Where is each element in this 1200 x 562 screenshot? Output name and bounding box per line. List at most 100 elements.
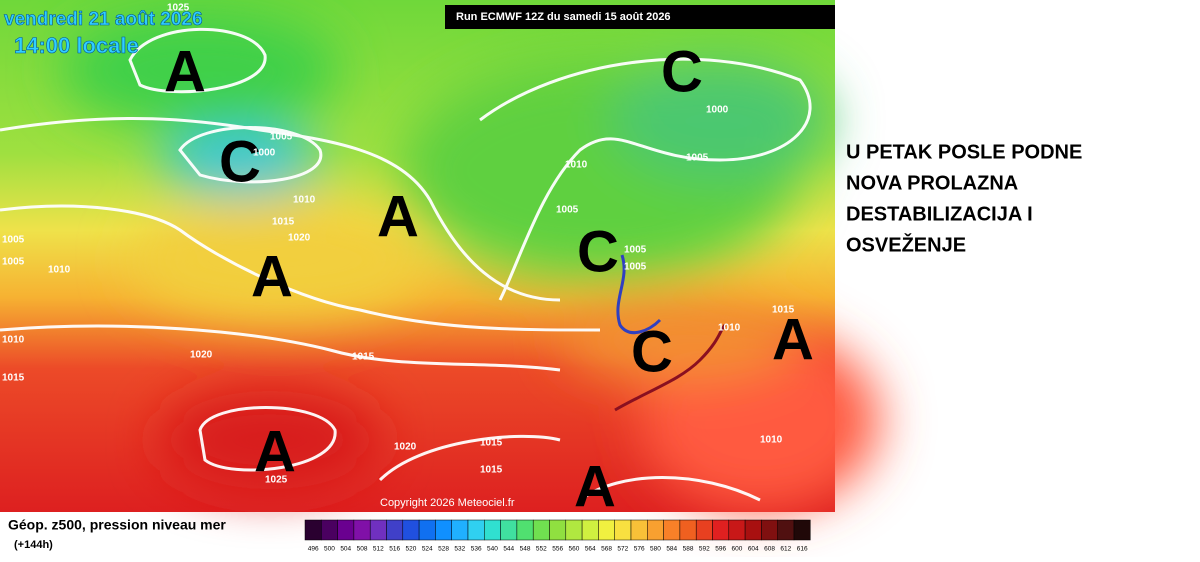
- isobar-label: 1005: [624, 262, 647, 273]
- isobar-label: 1010: [2, 335, 25, 346]
- legend-label: 592: [699, 546, 710, 553]
- legend: 496 500 504 508 512 516 520 524 528 532 536 540 544 5…: [304, 519, 811, 553]
- legend-label: 600: [732, 546, 743, 553]
- legend-label: 568: [601, 546, 612, 553]
- date: vendredi 21 août 2026: [4, 9, 203, 30]
- isobar-label: 1020: [288, 233, 311, 244]
- caption: U PETAK POSLE PODNE NOVA PROLAZNA DESTABIL…: [846, 141, 1082, 256]
- legend-swatch: [532, 519, 550, 541]
- isobar-label: 1025: [167, 3, 190, 14]
- pressure-center: A: [251, 244, 293, 309]
- legend-label: 616: [797, 546, 808, 553]
- legend-swatch: [304, 519, 322, 541]
- legend-label: 540: [487, 546, 498, 553]
- isobar-label: 1000: [253, 148, 276, 159]
- legend-label: 500: [324, 546, 335, 553]
- legend-label: 532: [454, 546, 465, 553]
- legend-label: 584: [666, 546, 677, 553]
- isobar-label: 1020: [190, 350, 213, 361]
- legend-swatch: [565, 519, 583, 541]
- legend-label: 556: [552, 546, 563, 553]
- legend-swatch: [581, 519, 599, 541]
- map: [0, 0, 880, 512]
- isobar-label: 1005: [686, 153, 709, 164]
- legend-swatch: [484, 519, 501, 541]
- legend-swatch: [435, 519, 452, 541]
- legend-swatch: [614, 519, 632, 541]
- isobar-label: 1005: [556, 205, 579, 216]
- legend-label: 608: [764, 546, 775, 553]
- legend-swatch: [695, 519, 713, 541]
- legend-label: 548: [520, 546, 531, 553]
- legend-swatch: [467, 519, 485, 541]
- legend-label: 496: [308, 546, 319, 553]
- caption-line: NOVA PROLAZNA: [846, 172, 1018, 194]
- legend-label: 604: [748, 546, 759, 553]
- isobar-label: 1005: [2, 257, 25, 268]
- isobar-label: 1005: [270, 132, 293, 143]
- legend-label: 508: [357, 546, 368, 553]
- legend-label: 588: [683, 546, 694, 553]
- isobar-label: 1010: [760, 435, 783, 446]
- pressure-center: A: [254, 419, 296, 484]
- legend-swatch: [418, 519, 436, 541]
- legend-label: 528: [438, 546, 449, 553]
- pressure-center: A: [164, 39, 206, 104]
- legend-swatch: [744, 519, 762, 541]
- isobar-label: 1015: [772, 305, 795, 316]
- isobar-label: 1015: [480, 438, 503, 449]
- isobar-label: 1015: [352, 352, 375, 363]
- isobar-label: 1025: [265, 475, 288, 486]
- legend-label: 524: [422, 546, 433, 553]
- legend-swatch: [337, 519, 355, 541]
- legend-label: 516: [389, 546, 400, 553]
- isobar-label: 1015: [272, 217, 295, 228]
- legend-label: 576: [634, 546, 645, 553]
- legend-label: 564: [585, 546, 596, 553]
- legend-swatch: [549, 519, 567, 541]
- legend-swatch: [386, 519, 404, 541]
- pressure-center: A: [574, 454, 616, 519]
- isobar-label: 1015: [480, 465, 503, 476]
- isobar-label: 1015: [2, 373, 25, 384]
- copyright: Copyright 2026 Meteociel.fr: [380, 497, 515, 509]
- legend-label: 504: [340, 546, 351, 553]
- caption-line: DESTABILIZACIJA I: [846, 203, 1033, 225]
- legend-swatch: [712, 519, 730, 541]
- legend-label: 572: [617, 546, 628, 553]
- legend-swatch: [402, 519, 420, 541]
- legend-label: 596: [715, 546, 726, 553]
- isobar-label: 1010: [565, 160, 588, 171]
- pressure-center: C: [577, 219, 619, 284]
- run-info: Run ECMWF 12Z du samedi 15 août 2026: [456, 11, 671, 23]
- legend-swatch: [369, 519, 387, 541]
- legend-label: 552: [536, 546, 547, 553]
- legend-swatch: [663, 519, 681, 541]
- legend-swatch: [777, 519, 795, 541]
- legend-label: 580: [650, 546, 661, 553]
- legend-label: 560: [569, 546, 580, 553]
- pressure-center: A: [772, 307, 814, 372]
- legend-swatch: [793, 519, 811, 541]
- caption-line: OSVEŽENJE: [846, 232, 966, 256]
- legend-swatch: [321, 519, 338, 541]
- isobar-label: 1020: [394, 442, 417, 453]
- isobar-label: 1010: [48, 265, 71, 276]
- legend-swatch: [679, 519, 697, 541]
- legend-label: 536: [471, 546, 482, 553]
- pressure-center: C: [661, 39, 703, 104]
- legend-swatch: [500, 519, 518, 541]
- isobar-label: 1000: [706, 105, 729, 116]
- legend-title: Géop. z500, pression niveau mer: [8, 517, 226, 533]
- legend-label: 544: [503, 546, 514, 553]
- legend-subtitle: (+144h): [14, 539, 53, 551]
- legend-swatch: [516, 519, 534, 541]
- legend-swatch: [598, 519, 615, 541]
- pressure-center: A: [377, 184, 419, 249]
- legend-swatch: [761, 519, 778, 541]
- isobar-label: 1005: [624, 245, 647, 256]
- legend-label: 612: [780, 546, 791, 553]
- pressure-center: C: [631, 319, 673, 384]
- legend-label: 512: [373, 546, 384, 553]
